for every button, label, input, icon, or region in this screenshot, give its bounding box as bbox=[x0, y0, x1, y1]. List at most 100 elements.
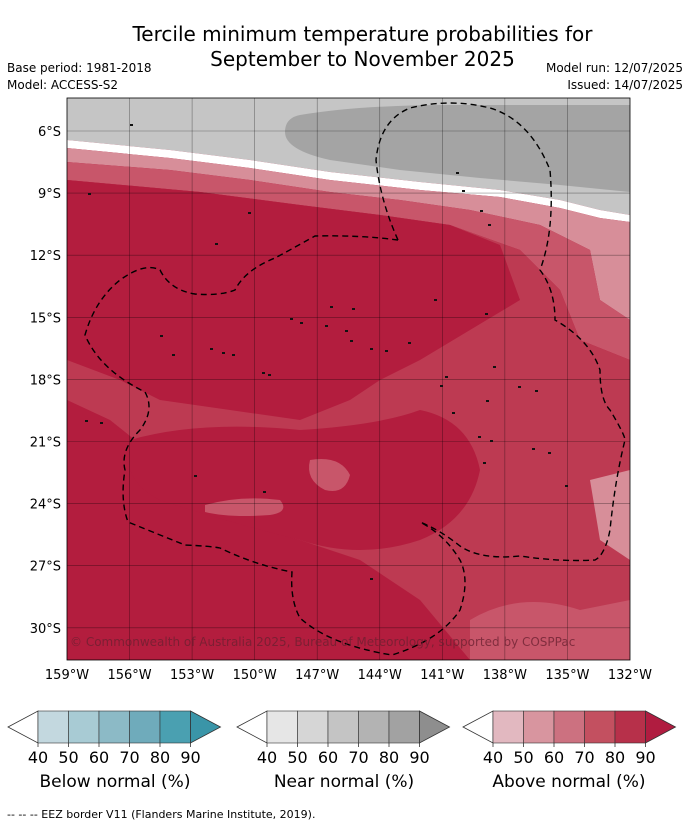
lat-label: 30°S bbox=[30, 622, 61, 637]
lon-label: 153°W bbox=[170, 668, 214, 683]
colorbar-segment bbox=[523, 710, 555, 744]
island bbox=[300, 322, 303, 324]
island bbox=[210, 348, 213, 350]
lon-label: 144°W bbox=[358, 668, 402, 683]
colorbar-tick-label: 40 bbox=[28, 748, 48, 767]
colorbar-segment bbox=[37, 710, 69, 744]
lon-label: 150°W bbox=[233, 668, 277, 683]
island bbox=[480, 210, 483, 212]
island bbox=[350, 340, 353, 342]
island bbox=[478, 436, 481, 438]
map-fill-layer bbox=[67, 98, 630, 660]
model-run-date: Model run: 12/07/2025 bbox=[545, 61, 683, 75]
island bbox=[172, 354, 175, 356]
lat-label: 12°S bbox=[30, 249, 61, 264]
title-line-2: September to November 2025 bbox=[210, 47, 515, 71]
colorbar-tick-label: 80 bbox=[605, 748, 625, 767]
colorbar-segment bbox=[327, 710, 359, 744]
colorbar-tick-label: 50 bbox=[513, 748, 533, 767]
above-normal-50-band bbox=[67, 148, 630, 320]
island bbox=[548, 452, 551, 454]
island bbox=[485, 313, 488, 315]
colorbar-tick-label: 80 bbox=[379, 748, 399, 767]
white-transition-band bbox=[67, 140, 630, 222]
island bbox=[268, 374, 271, 376]
colorbar-tick-label: 80 bbox=[150, 748, 170, 767]
colorbar-segment bbox=[492, 710, 524, 744]
colorbar-segment bbox=[159, 710, 191, 744]
lon-label: 138°W bbox=[483, 668, 527, 683]
island bbox=[488, 224, 491, 226]
colorbar-tick-label: 70 bbox=[348, 748, 368, 767]
island bbox=[532, 448, 535, 450]
colorbar-segment bbox=[98, 710, 130, 744]
colorbar-segment bbox=[129, 710, 161, 744]
island bbox=[248, 212, 251, 214]
colorbar-tick-label: 70 bbox=[574, 748, 594, 767]
lon-label: 132°W bbox=[608, 668, 652, 683]
eez-border bbox=[84, 102, 626, 656]
graticule bbox=[67, 98, 630, 660]
colorbar-tick-label: 60 bbox=[89, 748, 109, 767]
island bbox=[222, 352, 225, 354]
colorbar-tick-label: 60 bbox=[318, 748, 338, 767]
lon-label: 156°W bbox=[107, 668, 151, 683]
island bbox=[518, 386, 521, 388]
lon-label: 135°W bbox=[545, 668, 589, 683]
map-title: Tercile minimum temperature probabilitie… bbox=[0, 22, 690, 72]
colorbar-above-label: Above normal (%) bbox=[492, 772, 646, 792]
island bbox=[385, 350, 388, 352]
lat-label: 9°S bbox=[38, 187, 61, 202]
island bbox=[486, 400, 489, 402]
colorbar-tick-label: 90 bbox=[180, 748, 200, 767]
island bbox=[493, 366, 496, 368]
island bbox=[535, 390, 538, 392]
colorbar-segment bbox=[68, 710, 100, 744]
base-period: Base period: 1981-2018 bbox=[7, 61, 152, 75]
island bbox=[352, 308, 355, 310]
colorbars: 40 50 60 70 80 90 40 50 60 70 80 90 40 50 60 70 80 90 bbox=[7, 710, 677, 767]
island bbox=[290, 318, 293, 320]
colorbar-min-extension bbox=[236, 710, 268, 744]
island bbox=[434, 299, 437, 301]
lat-label: 6°S bbox=[38, 125, 61, 140]
island bbox=[462, 190, 465, 192]
colorbar-tick-label: 40 bbox=[257, 748, 277, 767]
lon-label: 147°W bbox=[295, 668, 339, 683]
colorbar-min-extension bbox=[462, 710, 494, 744]
island bbox=[445, 376, 448, 378]
colorbar-tick-label: 50 bbox=[58, 748, 78, 767]
colorbar-tick-label: 60 bbox=[544, 748, 564, 767]
island bbox=[215, 243, 218, 245]
above-normal-70-patch-2 bbox=[205, 498, 284, 516]
longitude-labels: 159°W 156°W 153°W 150°W 147°W 144°W 141°W 138°W… bbox=[45, 668, 652, 683]
colorbar-tick-label: 40 bbox=[483, 748, 503, 767]
near-normal-high-region bbox=[285, 105, 630, 192]
above-normal-90-south bbox=[128, 410, 480, 550]
island bbox=[456, 172, 459, 174]
island bbox=[232, 354, 235, 356]
colorbar-0: 40 50 60 70 80 90 bbox=[7, 710, 222, 767]
colorbar-segment bbox=[297, 710, 329, 744]
colorbar-segment bbox=[358, 710, 390, 744]
run-info: Model run: 12/07/2025 Issued: 14/07/2025 bbox=[546, 60, 683, 94]
island bbox=[370, 578, 373, 580]
colorbar-max-extension bbox=[645, 710, 677, 744]
colorbar-1: 40 50 60 70 80 90 bbox=[236, 710, 451, 767]
island bbox=[85, 420, 88, 422]
island bbox=[408, 342, 411, 344]
colorbar-min-extension bbox=[7, 710, 39, 744]
island bbox=[263, 491, 266, 493]
colorbar-segment bbox=[388, 710, 420, 744]
colorbar-segment bbox=[266, 710, 298, 744]
latitude-labels: 6°S 9°S 12°S 15°S 18°S 21°S 24°S 27°S 30°S bbox=[30, 125, 61, 637]
colorbar-tick-label: 90 bbox=[409, 748, 429, 767]
lat-label: 15°S bbox=[30, 311, 61, 326]
island bbox=[483, 462, 486, 464]
island bbox=[330, 306, 333, 308]
lat-label: 24°S bbox=[30, 498, 61, 513]
model-name: Model: ACCESS-S2 bbox=[7, 78, 119, 92]
colorbar-segment bbox=[553, 710, 585, 744]
colorbar-segment bbox=[614, 710, 646, 744]
island bbox=[440, 385, 443, 387]
